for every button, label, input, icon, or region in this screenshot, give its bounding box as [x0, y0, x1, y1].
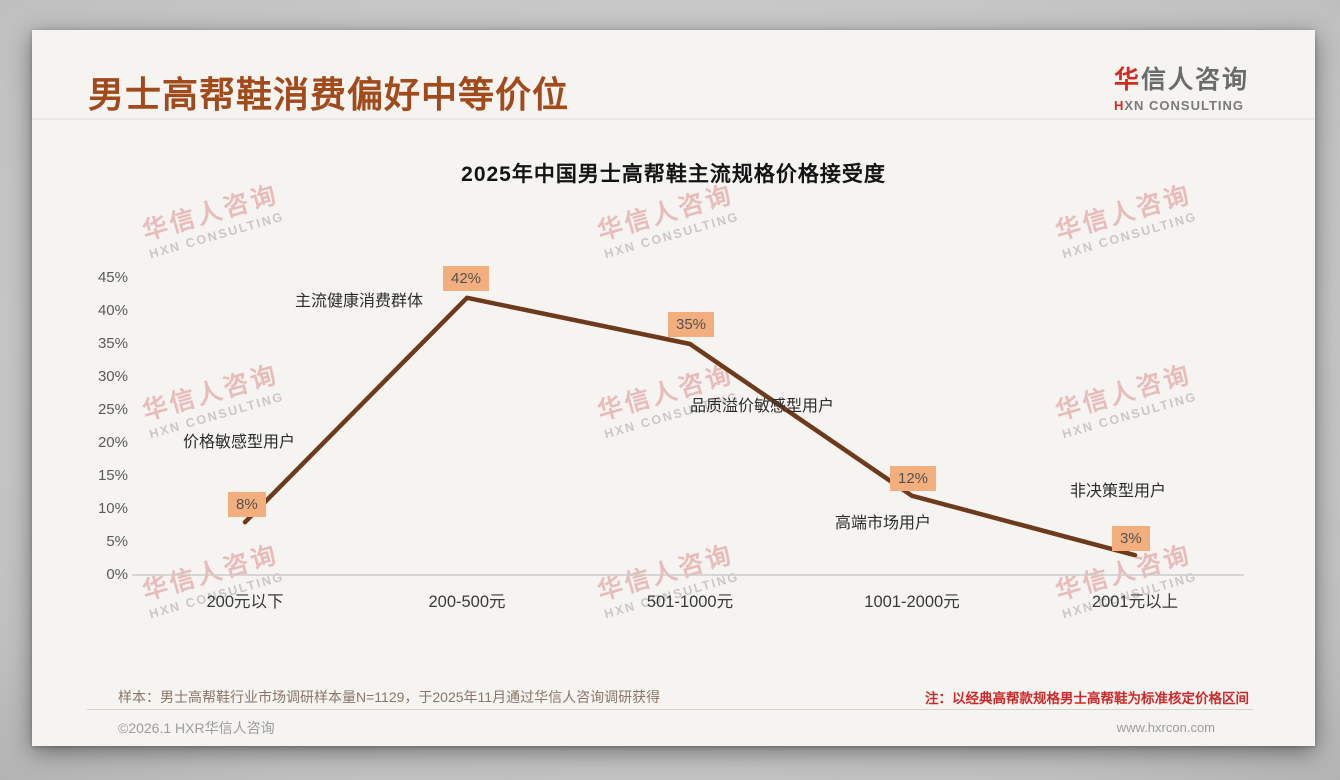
brand-en-accent: H — [1113, 98, 1125, 113]
y-tick: 10% — [97, 500, 128, 517]
website-text: www.hxrcon.com — [1116, 720, 1215, 735]
x-label: 1001-2000元 — [864, 593, 960, 611]
y-tick: 40% — [97, 302, 128, 319]
annotation: 高端市场用户 — [835, 515, 932, 532]
data-label: 12% — [890, 466, 937, 491]
annotation: 非决策型用户 — [1070, 483, 1167, 500]
sample-note: 样本：男士高帮鞋行业市场调研样本量N=1129，于2025年11月通过华信人咨询… — [118, 689, 661, 705]
y-tick: 25% — [97, 401, 128, 418]
data-label: 3% — [1112, 526, 1150, 551]
x-label: 2001元以上 — [1091, 593, 1179, 611]
y-tick: 30% — [97, 368, 128, 385]
trend-line-chart — [132, 295, 1244, 576]
y-tick: 35% — [97, 335, 128, 352]
page-title: 男士高帮鞋消费偏好中等价位 — [88, 74, 570, 115]
y-tick: 15% — [97, 467, 128, 484]
brand-logo: 华信人咨询 HXN CONSULTING — [1114, 60, 1249, 113]
price-note: 注：以经典高帮款规格男士高帮鞋为标准核定价格区间 — [925, 691, 1249, 706]
report-card: 男士高帮鞋消费偏好中等价位 华信人咨询 HXN CONSULTING 华信人咨询… — [32, 30, 1315, 746]
x-label: 200元以下 — [206, 593, 284, 611]
data-label: 35% — [668, 312, 715, 337]
annotation: 品质溢价敏感型用户 — [690, 398, 835, 415]
brand-rest-chars: 信人咨询 — [1140, 66, 1249, 94]
brand-en-rest: XN CONSULTING — [1124, 98, 1245, 113]
x-label: 501-1000元 — [646, 593, 734, 611]
y-tick: 45% — [97, 269, 128, 286]
brand-accent-char: 华 — [1113, 66, 1141, 94]
header-divider — [32, 118, 1315, 120]
footer-divider — [87, 709, 1253, 710]
trend-line — [242, 295, 1138, 558]
data-label: 8% — [228, 492, 266, 517]
brand-logo-cn: 华信人咨询 — [1114, 60, 1249, 96]
annotation: 主流健康消费群体 — [295, 293, 424, 310]
y-tick: 5% — [106, 533, 128, 550]
y-tick: 0% — [106, 566, 128, 583]
y-tick: 20% — [97, 434, 128, 451]
x-label: 200-500元 — [428, 593, 506, 611]
copyright-text: ©2026.1 HXR华信人咨询 — [118, 720, 275, 736]
annotation: 价格敏感型用户 — [183, 434, 296, 451]
brand-logo-en: HXN CONSULTING — [1114, 98, 1249, 113]
chart-title: 2025年中国男士高帮鞋主流规格价格接受度 — [461, 163, 886, 186]
data-label: 42% — [443, 266, 490, 291]
